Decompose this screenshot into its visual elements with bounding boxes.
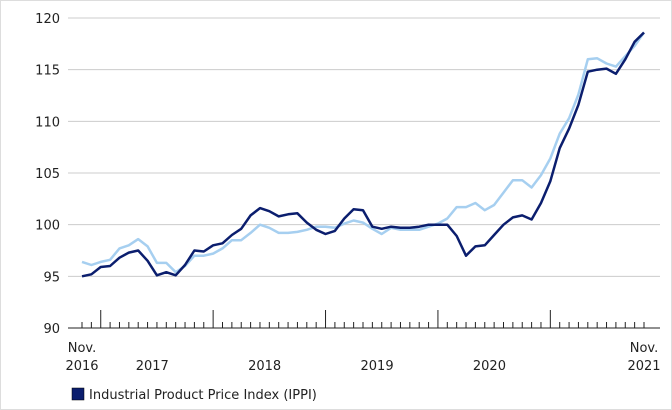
x-tick-label: Nov. 2021 xyxy=(627,341,660,374)
y-tick-label: 115 xyxy=(35,64,60,79)
y-tick-label: 95 xyxy=(43,270,60,285)
year-label: 2020 xyxy=(473,359,506,374)
year-label: 2019 xyxy=(361,359,394,374)
legend-swatch xyxy=(71,387,85,401)
x-tick-label: Nov. 2016 xyxy=(65,341,98,374)
year-label: 2018 xyxy=(248,359,281,374)
y-tick-label: 90 xyxy=(43,322,60,337)
y-tick-label: 120 xyxy=(35,12,60,27)
legend-label: Industrial Product Price Index (IPPI) xyxy=(89,388,317,403)
y-tick-label: 100 xyxy=(35,219,60,234)
year-label: 2017 xyxy=(136,359,169,374)
y-tick-label: 110 xyxy=(35,115,60,130)
series-line xyxy=(81,31,646,274)
y-tick-label: 105 xyxy=(35,167,60,182)
series-line xyxy=(81,31,645,278)
